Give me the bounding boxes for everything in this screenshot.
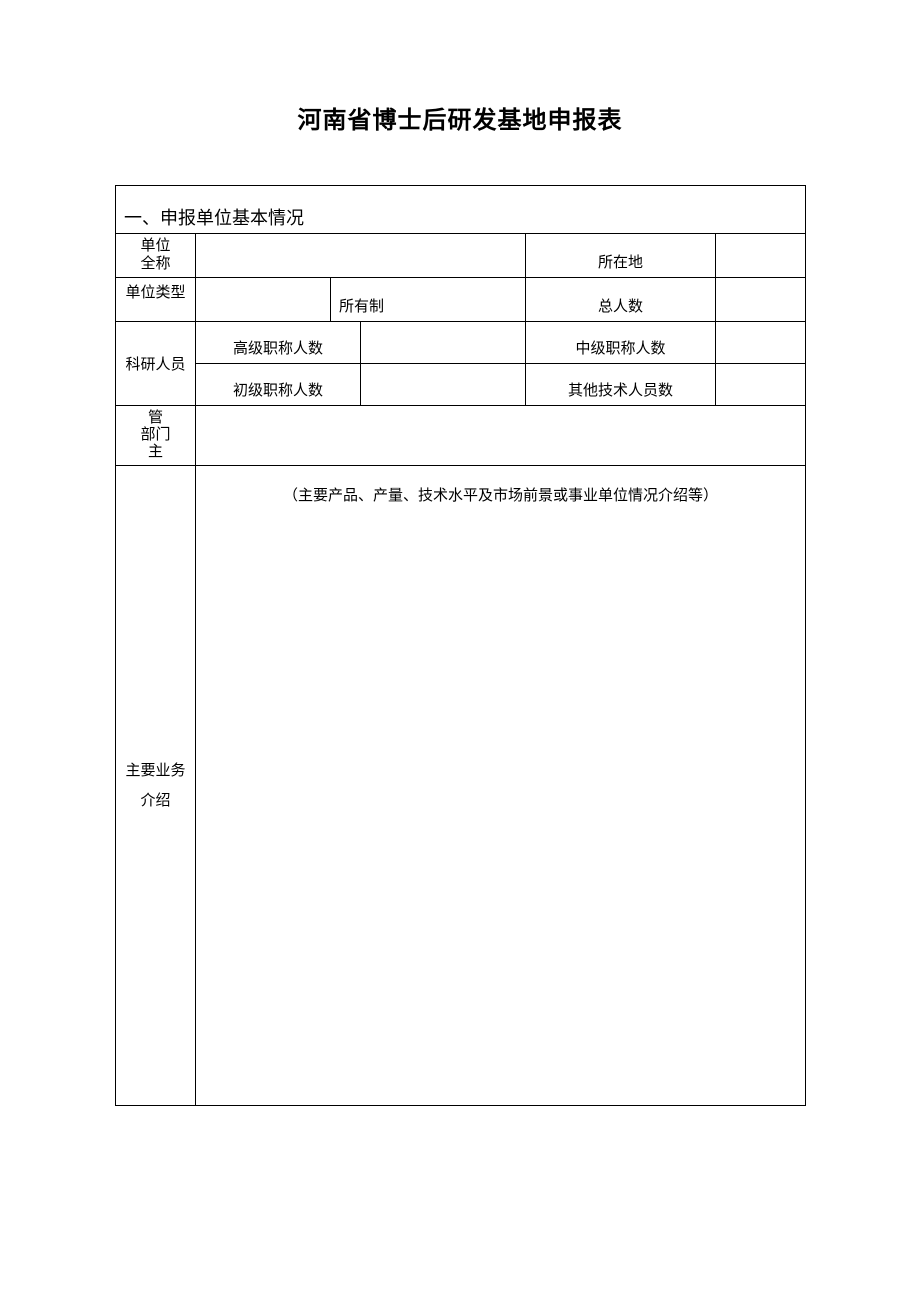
value-supervisor-dept[interactable] (196, 406, 806, 466)
application-form-table: 一、申报单位基本情况 单位 全称 所在地 单位类型 所有制 总人数 科研人员 高… (115, 185, 806, 1106)
value-junior-title[interactable] (361, 364, 526, 406)
label-main-business: 主要业务 介绍 (116, 466, 196, 1106)
label-supervisor-dept: 管 部门 主 (116, 406, 196, 466)
value-total-people[interactable] (716, 278, 806, 322)
label-senior-title: 高级职称人数 (196, 322, 361, 364)
label-unit-type: 单位类型 (116, 278, 196, 322)
section-1-header: 一、申报单位基本情况 (116, 186, 806, 234)
label-junior-title: 初级职称人数 (196, 364, 361, 406)
label-mid-title: 中级职称人数 (526, 322, 716, 364)
label-research-staff: 科研人员 (116, 322, 196, 406)
value-other-tech[interactable] (716, 364, 806, 406)
business-hint-text: （主要产品、产量、技术水平及市场前景或事业单位情况介绍等） (283, 488, 718, 504)
value-location[interactable] (716, 234, 806, 278)
value-mid-title[interactable] (716, 322, 806, 364)
value-unit-type[interactable] (196, 278, 331, 322)
label-ownership: 所有制 (331, 278, 526, 322)
label-location: 所在地 (526, 234, 716, 278)
value-main-business[interactable]: （主要产品、产量、技术水平及市场前景或事业单位情况介绍等） (196, 466, 806, 1106)
label-total-people: 总人数 (526, 278, 716, 322)
value-senior-title[interactable] (361, 322, 526, 364)
form-title: 河南省博士后研发基地申报表 (115, 100, 805, 135)
label-other-tech: 其他技术人员数 (526, 364, 716, 406)
value-unit-full-name[interactable] (196, 234, 526, 278)
label-unit-full-name: 单位 全称 (116, 234, 196, 278)
